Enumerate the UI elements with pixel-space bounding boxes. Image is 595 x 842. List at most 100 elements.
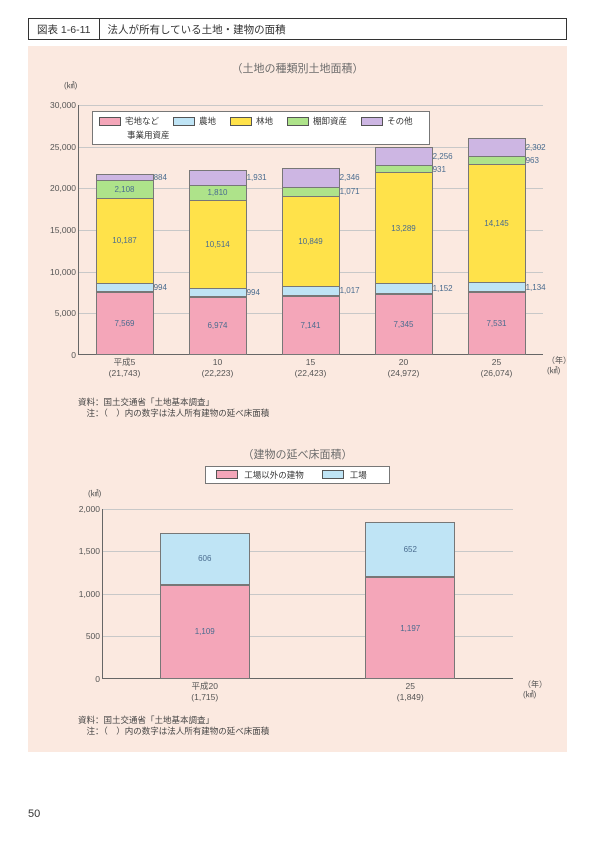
chart1-seg-forest: 13,289 <box>375 173 433 284</box>
chart1-seg-forest: 10,849 <box>282 197 340 287</box>
chart1-seg-farmland: 1,134 <box>468 283 526 292</box>
legend-swatch <box>322 470 344 479</box>
chart1-legend: 宅地など農地林地棚卸資産その他 事業用資産 <box>92 111 430 145</box>
legend-label: 林地 <box>256 115 273 127</box>
chart2-bar: 1,109606 <box>160 533 250 679</box>
chart1-ytick: 30,000 <box>45 100 79 110</box>
chart2-ytick: 500 <box>71 631 103 641</box>
chart1-seg-farmland: 994 <box>96 284 154 292</box>
chart1-source: 資料：国土交通省「土地基本調査」 <box>78 397 553 408</box>
chart1-bar: 7,1411,01710,8491,0712,346 <box>282 168 340 355</box>
charts-panel: （土地の種類別土地面積） (㎢) 0 5,000 10,000 15,000 20,00… <box>28 46 567 752</box>
chart1-seg-other: 1,931 <box>189 170 247 186</box>
chart1-seg-label: 1,134 <box>526 283 546 292</box>
legend-swatch <box>230 117 252 126</box>
chart1-seg-residential: 6,974 <box>189 297 247 355</box>
chart1-seg-inventory: 931 <box>375 166 433 174</box>
chart1-seg-inventory: 1,810 <box>189 186 247 201</box>
chart2-ytick: 1,000 <box>71 589 103 599</box>
legend-label: 宅地など <box>125 115 159 127</box>
chart1-seg-other: 2,346 <box>282 168 340 188</box>
chart2-xlabel: 平成20(1,715) <box>160 681 250 702</box>
chart2-seg-nonfactory: 1,109 <box>160 585 250 679</box>
legend-label: 農地 <box>199 115 216 127</box>
chart1-seg-farmland: 1,152 <box>375 284 433 294</box>
chart2-note: 注：（ ）内の数字は法人所有建物の延べ床面積 <box>78 726 553 737</box>
chart1-seg-inventory: 2,108 <box>96 181 154 199</box>
chart2: 0 500 1,000 1,500 2,000 1,109606 1,197652 平成2… <box>42 499 553 709</box>
chart1-axis-end-year: （年） <box>547 356 571 366</box>
chart2-subtitle: （建物の延べ床面積） <box>42 446 553 462</box>
chart1-xlabel: 15(22,423) <box>282 357 340 378</box>
chart1-seg-label: 963 <box>526 156 539 165</box>
chart2-ytick: 2,000 <box>71 504 103 514</box>
chart1-seg-label: 1,931 <box>247 173 267 182</box>
chart1-ytick: 20,000 <box>45 183 79 193</box>
chart1-seg-residential: 7,141 <box>282 296 340 356</box>
chart1-seg-farmland: 994 <box>189 289 247 297</box>
figure-title: 法人が所有している土地・建物の面積 <box>100 19 294 39</box>
chart1-seg-label: 2,256 <box>433 152 453 161</box>
chart1-seg-label: 2,302 <box>526 143 546 152</box>
page-number: 50 <box>28 808 40 820</box>
chart1-seg-label: 1,017 <box>340 286 360 295</box>
chart2-legend: 工場以外の建物 工場 <box>42 466 553 484</box>
chart1-seg-other: 2,302 <box>468 138 526 157</box>
chart1-bar: 7,3451,15213,2899312,256 <box>375 147 433 355</box>
chart1-subtitle: （土地の種類別土地面積） <box>42 60 553 76</box>
chart2-seg-factory: 652 <box>365 522 455 577</box>
figure-number: 図表 1-6-11 <box>29 19 100 39</box>
chart1-ytick: 25,000 <box>45 142 79 152</box>
chart2-xlabel: 25(1,849) <box>365 681 455 702</box>
chart1-seg-other: 884 <box>96 174 154 181</box>
legend-label: 工場 <box>350 469 367 481</box>
chart2-axis-end-year: （年） <box>523 680 547 690</box>
chart1-axis-end-unit: (㎢) <box>547 366 571 376</box>
chart1-seg-inventory: 1,071 <box>282 188 340 197</box>
chart2-seg-nonfactory: 1,197 <box>365 577 455 679</box>
chart2-ytick: 1,500 <box>71 546 103 556</box>
chart1-xlabel: 25(26,074) <box>468 357 526 378</box>
chart1-bar: 6,97499410,5141,8101,931 <box>189 170 247 355</box>
chart2-source: 資料：国土交通省「土地基本調査」 <box>78 715 553 726</box>
chart1-seg-label: 1,071 <box>340 187 360 196</box>
legend-label: その他 <box>387 115 413 127</box>
chart1-seg-label: 884 <box>154 173 167 182</box>
chart1-seg-residential: 7,345 <box>375 294 433 355</box>
chart2-seg-factory: 606 <box>160 533 250 585</box>
chart1-ytick: 5,000 <box>45 308 79 318</box>
chart1-seg-label: 994 <box>154 283 167 292</box>
chart1-ytick: 10,000 <box>45 267 79 277</box>
chart1-seg-other: 2,256 <box>375 147 433 166</box>
chart1-xlabel: 10(22,223) <box>189 357 247 378</box>
chart1: 0 5,000 10,000 15,000 20,000 25,000 30,000 宅地な… <box>42 91 553 391</box>
chart1-ytick: 0 <box>45 350 79 360</box>
chart2-axis-end: （年） (㎢) <box>523 680 547 700</box>
chart1-seg-label: 994 <box>247 288 260 297</box>
chart1-bar: 7,5311,13414,1459632,302 <box>468 138 526 355</box>
legend-swatch <box>173 117 195 126</box>
chart2-ytick: 0 <box>71 674 103 684</box>
chart1-seg-inventory: 963 <box>468 157 526 165</box>
chart1-xlabel: 20(24,972) <box>375 357 433 378</box>
chart1-ytick: 15,000 <box>45 225 79 235</box>
chart2-axis-end-unit: (㎢) <box>523 690 547 700</box>
legend-label: 棚卸資産 <box>313 115 347 127</box>
chart1-axis-end: （年） (㎢) <box>547 356 571 376</box>
chart1-seg-residential: 7,569 <box>96 292 154 355</box>
chart1-seg-forest: 10,514 <box>189 201 247 289</box>
chart1-seg-farmland: 1,017 <box>282 287 340 295</box>
figure-title-bar: 図表 1-6-11 法人が所有している土地・建物の面積 <box>28 18 567 40</box>
legend-swatch <box>361 117 383 126</box>
chart1-note: 注：（ ）内の数字は法人所有建物の延べ床面積 <box>78 408 553 419</box>
chart2-bar: 1,197652 <box>365 522 455 679</box>
legend-swatch <box>216 470 238 479</box>
chart1-seg-label: 931 <box>433 165 446 174</box>
chart1-seg-forest: 10,187 <box>96 199 154 284</box>
legend-label: 工場以外の建物 <box>244 469 304 481</box>
legend-swatch <box>287 117 309 126</box>
chart1-seg-label: 1,152 <box>433 284 453 293</box>
chart1-bar: 7,56999410,1872,108884 <box>96 174 154 355</box>
chart1-xlabel: 平成5(21,743) <box>96 357 154 378</box>
chart1-seg-label: 2,346 <box>340 173 360 182</box>
